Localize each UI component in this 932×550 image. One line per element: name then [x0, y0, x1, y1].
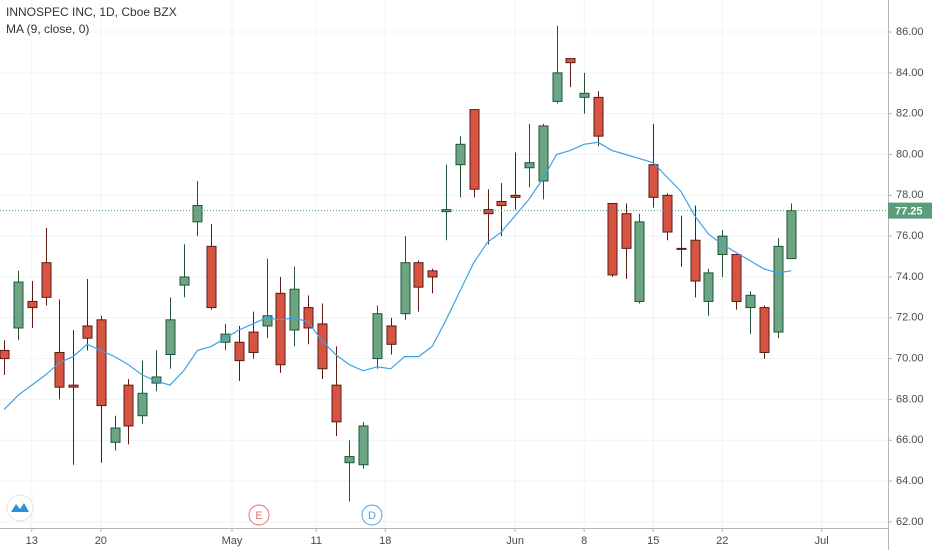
- candle-body: [400, 262, 411, 315]
- candle-body: [496, 200, 507, 207]
- candle-body: [0, 349, 10, 360]
- candle-body: [662, 194, 673, 233]
- x-tick-label: 11: [311, 535, 322, 547]
- candle-body: [579, 92, 590, 98]
- x-tick-label: Jul: [815, 535, 829, 547]
- y-tick-label: 72.00: [896, 312, 924, 324]
- candle-body: [441, 209, 452, 213]
- axes: 62.00 64.00 66.00 68.00 70.00 72.00 74.00 76.00…: [26, 26, 932, 547]
- last-price-badge: [888, 202, 932, 219]
- y-tick-label: 62.00: [896, 516, 924, 528]
- candle-body: [773, 245, 784, 333]
- candle-body: [703, 272, 714, 302]
- candle-body: [593, 96, 604, 137]
- candle-body: [427, 270, 438, 278]
- last-price-label: 77.25: [895, 206, 923, 218]
- logo-icon: [11, 503, 29, 512]
- candle-body: [96, 319, 107, 407]
- x-tick-label: May: [222, 535, 243, 547]
- candle-body: [565, 58, 576, 64]
- candle-body: [192, 205, 203, 223]
- candle-body: [510, 194, 521, 198]
- candle-body: [676, 247, 687, 250]
- y-tick-label: 66.00: [896, 434, 924, 446]
- candle-body: [358, 425, 369, 466]
- candle-body: [275, 292, 286, 366]
- candle-body: [413, 262, 424, 288]
- candle-body: [82, 325, 93, 339]
- candle-body: [621, 213, 632, 249]
- candle-body: [386, 325, 397, 345]
- x-tick-label: 13: [26, 535, 38, 547]
- candle-body: [289, 288, 300, 331]
- logo-circle: [6, 494, 34, 522]
- y-tick-label: 70.00: [896, 353, 924, 365]
- candle-body: [248, 331, 259, 353]
- x-tick-label: Jun: [506, 535, 524, 547]
- event-d[interactable]: D: [361, 504, 383, 526]
- y-tick-label: 80.00: [896, 148, 924, 160]
- plot: [0, 25, 888, 502]
- candle-body: [234, 341, 245, 362]
- candle-body: [483, 209, 494, 215]
- indicator-legend: MA (9, close, 0): [6, 22, 89, 36]
- ma-line: [3, 141, 792, 411]
- candle-body: [179, 276, 190, 286]
- candle-body: [303, 307, 314, 329]
- y-tick-label: 74.00: [896, 271, 924, 283]
- candle-body: [54, 351, 65, 388]
- candle-body: [13, 281, 24, 329]
- candle-body: [27, 300, 38, 309]
- candle-body: [455, 143, 466, 166]
- candle-body: [110, 427, 121, 443]
- candle-body: [206, 245, 217, 309]
- event-label: D: [368, 510, 376, 522]
- event-e[interactable]: E: [248, 504, 270, 526]
- candle-body: [317, 323, 328, 370]
- candle-body: [372, 313, 383, 360]
- candle-body: [68, 384, 79, 388]
- candle-body: [745, 294, 756, 309]
- logo[interactable]: [6, 494, 34, 522]
- candle-body: [786, 210, 797, 260]
- x-tick-label: 15: [647, 535, 659, 547]
- candle-body: [165, 319, 176, 356]
- candle-body: [552, 72, 563, 102]
- chart-title: INNOSPEC INC, 1D, Cboe BZX: [6, 5, 177, 19]
- x-tick-label: 18: [379, 535, 391, 547]
- grid: [0, 0, 888, 528]
- candle-body: [607, 202, 618, 276]
- event-label: E: [255, 510, 262, 522]
- candle-body: [634, 221, 645, 302]
- candle-body: [331, 384, 342, 423]
- candle-body: [469, 109, 480, 190]
- y-tick-label: 84.00: [896, 67, 924, 79]
- y-tick-label: 86.00: [896, 26, 924, 38]
- y-tick-label: 82.00: [896, 108, 924, 120]
- y-tick-label: 64.00: [896, 475, 924, 487]
- candle-body: [41, 262, 52, 298]
- event-circle: [361, 504, 383, 526]
- y-tick-label: 78.00: [896, 189, 924, 201]
- x-tick-label: 22: [716, 535, 728, 547]
- candle-body: [538, 125, 549, 182]
- y-tick-label: 68.00: [896, 393, 924, 405]
- candle-body: [262, 315, 273, 327]
- x-tick-label: 8: [581, 535, 587, 547]
- candle-body: [759, 307, 770, 353]
- candle-body: [151, 376, 162, 384]
- candle-body: [344, 456, 355, 464]
- candle-body: [648, 164, 659, 198]
- event-circle: [248, 504, 270, 526]
- candle-body: [731, 254, 742, 302]
- candle-body: [690, 239, 701, 282]
- candle-body: [123, 384, 134, 427]
- candle-body: [524, 162, 535, 169]
- y-tick-label: 76.00: [896, 230, 924, 242]
- x-tick-label: 20: [95, 535, 107, 547]
- candle-body: [137, 392, 148, 417]
- candle-body: [717, 235, 728, 256]
